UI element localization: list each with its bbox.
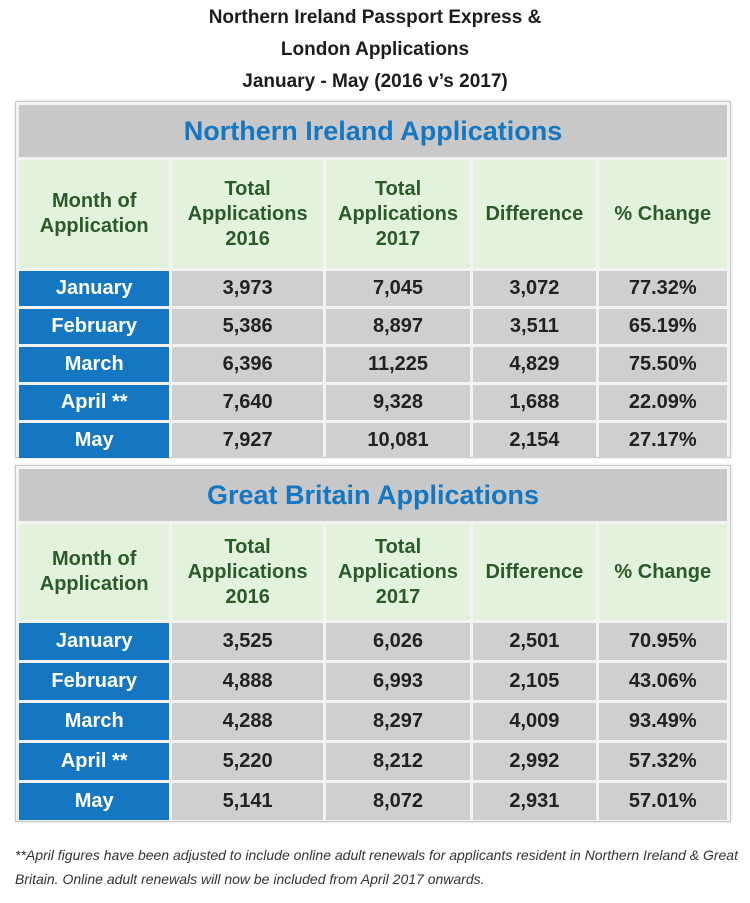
- month-cell: April **: [19, 385, 170, 420]
- heading-line-3: January - May (2016 v’s 2017): [242, 71, 508, 92]
- pct-change-cell: 75.50%: [598, 347, 727, 382]
- col-header-month: Month of Application: [19, 524, 170, 620]
- total-2017-cell: 8,297: [325, 703, 471, 740]
- pct-change-cell: 27.17%: [598, 423, 727, 458]
- month-cell: May: [19, 783, 170, 820]
- heading-line-1: Northern Ireland Passport Express &: [208, 7, 542, 28]
- col-header-difference: Difference: [473, 160, 596, 268]
- table-row: January 3,525 6,026 2,501 70.95%: [19, 623, 727, 660]
- month-cell: March: [19, 703, 170, 740]
- table-row: April ** 5,220 8,212 2,992 57.32%: [19, 743, 727, 780]
- total-2017-cell: 10,081: [325, 423, 471, 458]
- difference-cell: 4,829: [473, 347, 596, 382]
- col-header-total-2016: Total Applications 2016: [172, 524, 323, 620]
- difference-cell: 2,931: [473, 783, 596, 820]
- total-2016-cell: 4,288: [172, 703, 323, 740]
- footnote: **April figures have been adjusted to in…: [15, 847, 738, 887]
- month-cell: April **: [19, 743, 170, 780]
- table-row: May 7,927 10,081 2,154 27.17%: [19, 423, 727, 458]
- difference-cell: 3,511: [473, 309, 596, 344]
- total-2016-cell: 6,396: [172, 347, 323, 382]
- difference-cell: 2,105: [473, 663, 596, 700]
- table-row: April ** 7,640 9,328 1,688 22.09%: [19, 385, 727, 420]
- table-row: March 6,396 11,225 4,829 75.50%: [19, 347, 727, 382]
- difference-cell: 3,072: [473, 271, 596, 306]
- difference-cell: 4,009: [473, 703, 596, 740]
- ni-applications-table: Northern Ireland Applications Month of A…: [16, 102, 730, 461]
- total-2016-cell: 7,640: [172, 385, 323, 420]
- total-2017-cell: 6,993: [325, 663, 471, 700]
- difference-cell: 2,992: [473, 743, 596, 780]
- gb-applications-table: Great Britain Applications Month of Appl…: [16, 466, 730, 823]
- difference-cell: 2,154: [473, 423, 596, 458]
- total-2016-cell: 4,888: [172, 663, 323, 700]
- total-2016-cell: 5,141: [172, 783, 323, 820]
- pct-change-cell: 22.09%: [598, 385, 727, 420]
- pct-change-cell: 65.19%: [598, 309, 727, 344]
- total-2017-cell: 11,225: [325, 347, 471, 382]
- total-2017-cell: 8,897: [325, 309, 471, 344]
- pct-change-cell: 93.49%: [598, 703, 727, 740]
- total-2017-cell: 6,026: [325, 623, 471, 660]
- pct-change-cell: 77.32%: [598, 271, 727, 306]
- col-header-total-2016: Total Applications 2016: [172, 160, 323, 268]
- pct-change-cell: 57.01%: [598, 783, 727, 820]
- ni-table-body: January 3,973 7,045 3,072 77.32% February 5,38…: [19, 271, 727, 458]
- month-cell: February: [19, 663, 170, 700]
- total-2017-cell: 7,045: [325, 271, 471, 306]
- col-header-total-2017: Total Applications 2017: [325, 160, 471, 268]
- table-row: February 5,386 8,897 3,511 65.19%: [19, 309, 727, 344]
- difference-cell: 1,688: [473, 385, 596, 420]
- month-cell: May: [19, 423, 170, 458]
- total-2017-cell: 9,328: [325, 385, 471, 420]
- col-header-total-2017: Total Applications 2017: [325, 524, 471, 620]
- pct-change-cell: 43.06%: [598, 663, 727, 700]
- gb-table-body: January 3,525 6,026 2,501 70.95% February 4,88…: [19, 623, 727, 820]
- page-heading: Northern Ireland Passport Express & Lond…: [0, 0, 750, 98]
- table-row: May 5,141 8,072 2,931 57.01%: [19, 783, 727, 820]
- heading-line-2: London Applications: [280, 39, 470, 60]
- total-2016-cell: 5,220: [172, 743, 323, 780]
- total-2016-cell: 3,525: [172, 623, 323, 660]
- gb-table-title: Great Britain Applications: [19, 469, 727, 521]
- total-2016-cell: 7,927: [172, 423, 323, 458]
- col-header-pct-change: % Change: [598, 160, 727, 268]
- total-2017-cell: 8,212: [325, 743, 471, 780]
- total-2016-cell: 3,973: [172, 271, 323, 306]
- difference-cell: 2,501: [473, 623, 596, 660]
- col-header-difference: Difference: [473, 524, 596, 620]
- table-row: March 4,288 8,297 4,009 93.49%: [19, 703, 727, 740]
- month-cell: January: [19, 623, 170, 660]
- pct-change-cell: 70.95%: [598, 623, 727, 660]
- table-row: February 4,888 6,993 2,105 43.06%: [19, 663, 727, 700]
- month-cell: February: [19, 309, 170, 344]
- month-cell: March: [19, 347, 170, 382]
- col-header-pct-change: % Change: [598, 524, 727, 620]
- ni-applications-panel: Northern Ireland Applications Month of A…: [15, 101, 731, 458]
- gb-applications-panel: Great Britain Applications Month of Appl…: [15, 465, 731, 822]
- month-cell: January: [19, 271, 170, 306]
- total-2017-cell: 8,072: [325, 783, 471, 820]
- pct-change-cell: 57.32%: [598, 743, 727, 780]
- total-2016-cell: 5,386: [172, 309, 323, 344]
- table-row: January 3,973 7,045 3,072 77.32%: [19, 271, 727, 306]
- col-header-month: Month of Application: [19, 160, 170, 268]
- ni-table-title: Northern Ireland Applications: [19, 105, 727, 157]
